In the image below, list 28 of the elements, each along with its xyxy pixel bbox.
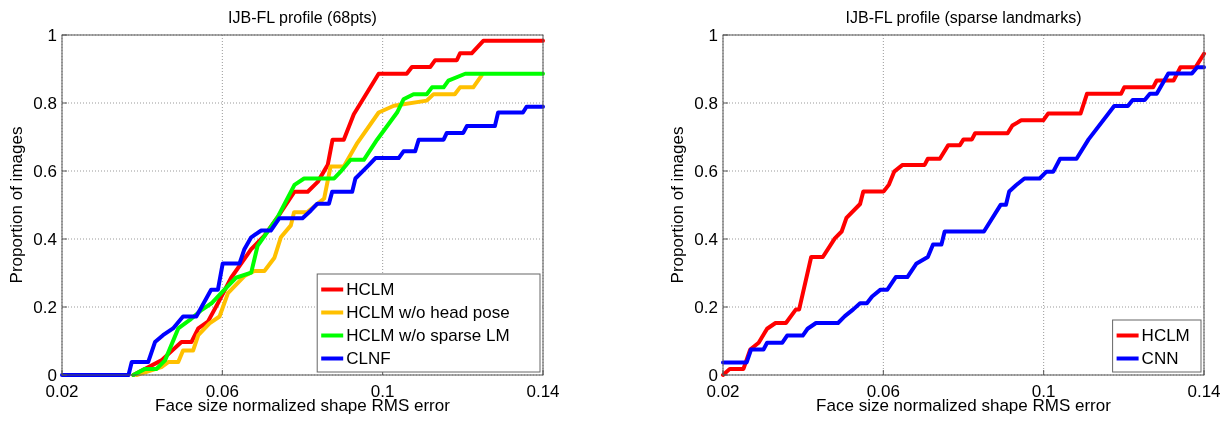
y-tick-label: 0.2 xyxy=(694,297,718,317)
y-tick-label: 0.8 xyxy=(33,93,57,113)
legend-label: HCLM xyxy=(346,280,395,300)
y-tick-label: 1 xyxy=(47,25,57,45)
y-tick-label: 0.6 xyxy=(694,161,718,181)
y-tick-label: 0.4 xyxy=(33,229,57,249)
y-tick-label: 1 xyxy=(708,25,718,45)
y-axis-title: Proportion of images xyxy=(7,126,26,284)
legend-label: CNN xyxy=(1141,349,1179,369)
x-axis-title: Face size normalized shape RMS error xyxy=(155,396,451,415)
x-tick-label: 0.14 xyxy=(1187,382,1221,401)
legend-label: HCLM xyxy=(1141,326,1190,346)
x-tick-label: 0.02 xyxy=(706,382,740,401)
x-axis-title: Face size normalized shape RMS error xyxy=(816,396,1112,415)
legend-label: CLNF xyxy=(346,349,391,369)
y-tick-label: 0.2 xyxy=(33,297,57,317)
legend-label: HCLM w/o sparse LM xyxy=(346,326,510,346)
y-tick-label: 0.4 xyxy=(694,229,718,249)
x-tick-label: 0.02 xyxy=(45,382,79,401)
y-tick-label: 0 xyxy=(47,365,57,385)
legend-label: HCLM w/o head pose xyxy=(346,303,510,323)
y-tick-label: 0 xyxy=(708,365,718,385)
y-tick-label: 0.6 xyxy=(33,161,57,181)
x-tick-label: 0.14 xyxy=(526,382,560,401)
y-tick-label: 0.8 xyxy=(694,93,718,113)
chart-title: IJB-FL profile (68pts) xyxy=(228,9,377,26)
chart-title: IJB-FL profile (sparse landmarks) xyxy=(845,9,1082,26)
y-axis-title: Proportion of images xyxy=(668,126,687,284)
